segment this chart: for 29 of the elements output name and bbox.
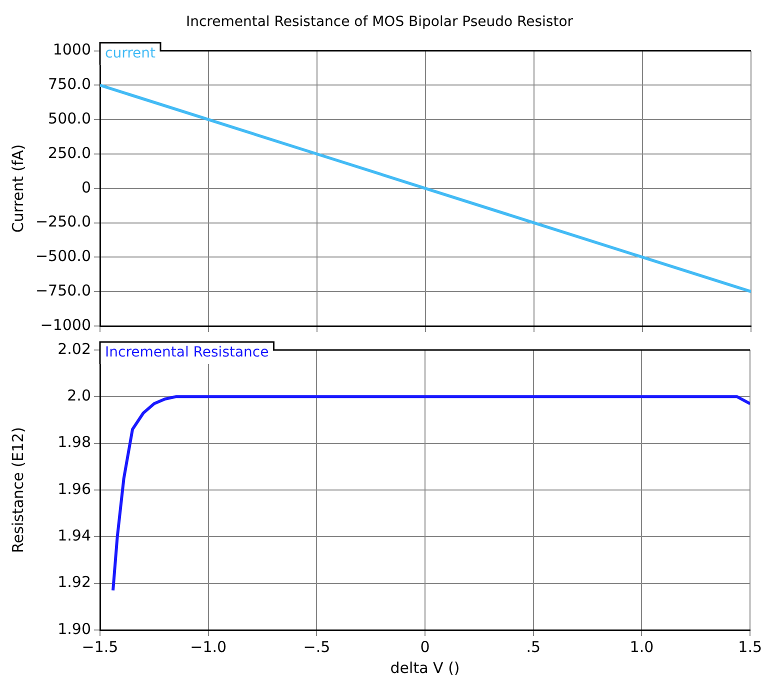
text: Incremental Resistance <box>105 344 269 361</box>
y-tick-label: 1.92 <box>58 573 91 592</box>
y-axis-title: Resistance (E12) <box>8 427 27 553</box>
x-axis-title: delta V () <box>390 658 460 677</box>
y-tick-label: −750.0 <box>35 281 91 300</box>
x-tick-label: .5 <box>526 638 541 656</box>
x-tick-label: −1.0 <box>190 638 227 656</box>
y-tick-label: 1000 <box>52 40 91 59</box>
y-tick-label: −250.0 <box>35 212 91 231</box>
y-tick-label: 750.0 <box>48 75 91 94</box>
y-tick-label: 2.0 <box>67 386 91 405</box>
y-axis-title: Current (fA) <box>8 144 27 233</box>
y-tick-label: 0 <box>81 178 91 196</box>
y-tick-label: 1.98 <box>58 433 91 452</box>
y-tick-label: 500.0 <box>48 109 91 128</box>
x-tick-label: −1.5 <box>82 638 118 656</box>
y-tick-label: 2.02 <box>58 340 91 358</box>
y-tick-label: −1000 <box>40 316 91 334</box>
y-tick-label: 250.0 <box>48 144 91 162</box>
x-tick-label: 1.0 <box>630 638 654 656</box>
y-tick-label: −500.0 <box>35 247 91 266</box>
y-tick-label: 1.90 <box>58 620 91 638</box>
y-tick-label: 1.96 <box>58 480 91 498</box>
series-label: current <box>105 45 156 62</box>
x-tick-label: 0 <box>420 638 430 656</box>
chart-title: Incremental Resistance of MOS Bipolar Pseudo Resistor <box>186 14 574 30</box>
y-tick-label: 1.94 <box>58 526 91 545</box>
x-tick-label: −.5 <box>303 638 330 656</box>
x-tick-label: 1.5 <box>738 638 762 656</box>
